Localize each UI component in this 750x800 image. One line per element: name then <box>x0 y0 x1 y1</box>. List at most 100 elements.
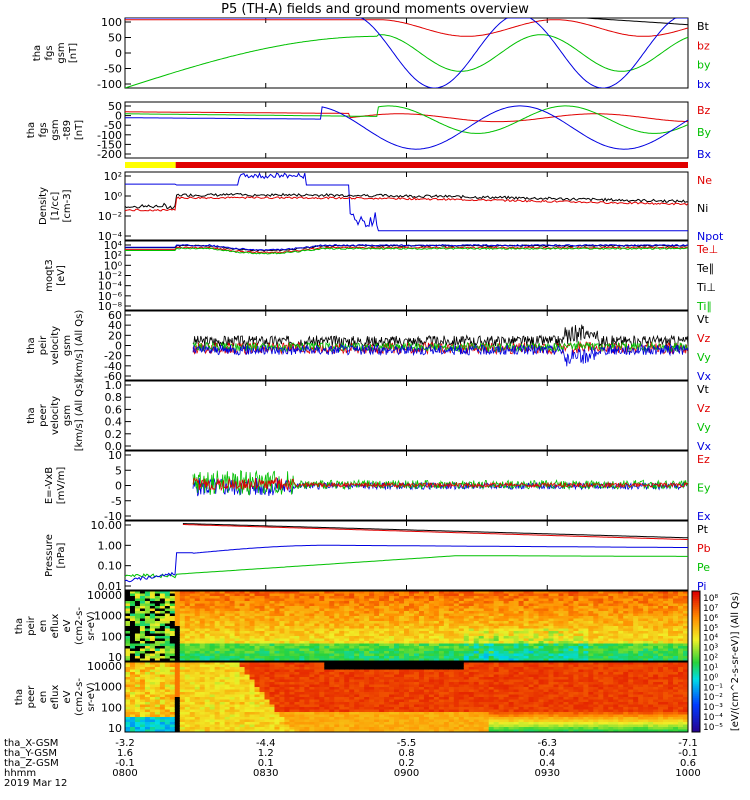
spectrogram-cell <box>593 603 599 607</box>
spectrogram-cell <box>354 623 360 627</box>
spectrogram-cell <box>379 603 385 607</box>
spectrogram-cell <box>354 606 360 609</box>
spectrogram-cell <box>628 643 634 647</box>
spectrogram-cell <box>244 658 251 662</box>
spectrogram-cell <box>678 593 684 597</box>
spectrogram-cell <box>159 672 166 675</box>
spectrogram-cell <box>164 724 171 728</box>
spectrogram-cell <box>369 643 375 647</box>
spectrogram-cell <box>314 672 320 675</box>
spectrogram-cell <box>219 692 226 695</box>
spectrogram-cell <box>418 643 425 647</box>
spectrogram-cell <box>359 651 365 654</box>
spectrogram-cell <box>329 601 335 604</box>
spectrogram-cell <box>613 648 619 652</box>
y-axis-label: [mV/m] <box>56 467 67 505</box>
spectrogram-cell <box>493 601 500 604</box>
spectrogram-cell <box>399 623 405 627</box>
spectrogram-cell <box>254 641 261 644</box>
spectrogram-cell <box>628 636 634 639</box>
spectrogram-cell <box>149 603 156 607</box>
spectrogram-cell <box>653 636 659 639</box>
spectrogram-cell <box>503 616 510 619</box>
spectrogram-cell <box>399 606 405 609</box>
spectrogram-cell <box>653 633 659 637</box>
spectrogram-cell <box>324 724 330 728</box>
spectrogram-cell <box>433 598 440 602</box>
spectrogram-cell <box>204 603 211 607</box>
spectrogram-cell <box>324 662 330 665</box>
spectrogram-cell <box>144 689 151 693</box>
spectrogram-cell <box>433 658 440 662</box>
spectrogram-cell <box>314 712 320 715</box>
spectrogram-cell <box>578 648 584 652</box>
spectrogram-cell <box>294 611 300 614</box>
spectrogram-cell <box>309 613 315 617</box>
spectrogram-cell <box>125 638 131 642</box>
spectrogram-cell <box>558 636 564 639</box>
spectrogram-cell <box>468 606 475 609</box>
spectrogram-cell <box>224 714 231 718</box>
spectrogram-cell <box>189 709 196 713</box>
spectrogram-cell <box>139 667 146 670</box>
spectrogram-cell <box>673 593 679 597</box>
spectrogram-cell <box>678 596 684 599</box>
spectrogram-cell <box>154 727 161 730</box>
spectrogram-cell <box>508 618 515 622</box>
spectrogram-cell <box>224 603 231 607</box>
spectrogram-cell <box>573 596 579 599</box>
spectrogram-cell <box>613 626 619 629</box>
spectrogram-cell <box>613 601 619 604</box>
spectrogram-cell <box>448 608 455 612</box>
spectrogram-cell <box>329 591 335 594</box>
spectrogram-cell <box>279 646 285 649</box>
spectrogram-cell <box>309 651 315 654</box>
spectrogram-cell <box>563 656 569 659</box>
spectrogram-cell <box>214 714 221 718</box>
spectrogram-cell <box>204 648 211 652</box>
spectrogram-cell <box>329 656 335 659</box>
spectrogram-cell <box>289 653 295 657</box>
spectrogram-cell <box>628 646 634 649</box>
spectrogram-cell <box>324 653 330 657</box>
spectrogram-cell <box>359 618 365 622</box>
spectrogram-cell <box>374 707 380 710</box>
spectrogram-cell <box>129 638 136 642</box>
spectrogram-cell <box>488 603 495 607</box>
spectrogram-cell <box>239 727 246 730</box>
spectrogram-cell <box>154 729 161 733</box>
spectrogram-cell <box>129 672 136 675</box>
spectrogram-cell <box>169 616 176 619</box>
spectrogram-cell <box>483 656 490 659</box>
spectrogram-cell <box>568 598 574 602</box>
spectrogram-cell <box>309 636 315 639</box>
spectrogram-cell <box>279 611 285 614</box>
spectrogram-cell <box>224 702 231 705</box>
spectrogram-cell <box>678 656 684 659</box>
spectrogram-cell <box>438 623 445 627</box>
spectrogram-cell <box>264 687 270 690</box>
spectrogram-cell <box>234 643 241 647</box>
spectrogram-cell <box>389 616 395 619</box>
spectrogram-cell <box>663 613 669 617</box>
spectrogram-cell <box>473 651 480 654</box>
spectrogram-cell <box>648 618 654 622</box>
spectrogram-cell <box>139 611 146 614</box>
spectrogram-cell <box>219 643 226 647</box>
spectrogram-cell <box>209 674 216 678</box>
spectrogram-cell <box>568 591 574 594</box>
spectrogram-cell <box>269 596 275 599</box>
spectrogram-cell <box>673 631 679 634</box>
spectrogram-cell <box>618 591 624 594</box>
spectrogram-cell <box>339 653 345 657</box>
spectrogram-cell <box>448 626 455 629</box>
spectrogram-cell <box>249 677 256 680</box>
spectrogram-cell <box>673 601 679 604</box>
spectrogram-cell <box>359 613 365 617</box>
spectrogram-cell <box>339 704 345 708</box>
spectrogram-cell <box>488 633 495 637</box>
spectrogram-cell <box>513 591 520 594</box>
spectrogram-cell <box>523 618 530 622</box>
spectrogram-cell <box>379 704 385 708</box>
